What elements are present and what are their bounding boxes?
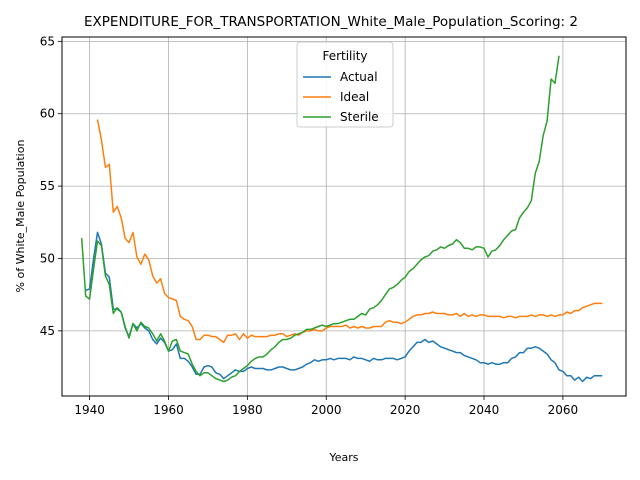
- legend-box: [296, 41, 394, 128]
- chart-title: EXPENDITURE_FOR_TRANSPORTATION_White_Mal…: [84, 14, 578, 30]
- x-axis-ticks: 1940 1960 1980 2000 2020 2040 2060: [74, 396, 578, 417]
- series-line-ideal: [96, 119, 603, 344]
- y-tick-label: 50: [40, 251, 55, 265]
- legend-label-sterile: Sterile: [340, 110, 379, 124]
- x-tick-label: 2000: [311, 403, 342, 417]
- y-tick-label: 45: [40, 324, 55, 338]
- legend-label-ideal: Ideal: [340, 90, 369, 104]
- legend: Fertility Actual Ideal Sterile: [296, 41, 394, 128]
- y-tick-label: 65: [40, 34, 55, 48]
- x-axis-label: Years: [328, 451, 358, 464]
- x-tick-label: 2040: [469, 403, 500, 417]
- plot-frame: [61, 36, 627, 397]
- series-lines: [80, 55, 603, 383]
- y-axis-ticks: 45 50 55 60 65: [40, 34, 62, 338]
- y-tick-label: 60: [40, 107, 55, 121]
- x-tick-label: 1940: [74, 403, 105, 417]
- x-tick-label: 1960: [153, 403, 184, 417]
- series-line-sterile: [80, 55, 560, 383]
- x-tick-label: 2060: [548, 403, 579, 417]
- x-tick-label: 2020: [390, 403, 421, 417]
- x-tick-label: 1980: [232, 403, 263, 417]
- y-axis-label: % of White_Male Population: [14, 140, 27, 293]
- legend-label-actual: Actual: [340, 70, 378, 84]
- series-line-actual: [85, 231, 603, 383]
- y-tick-label: 55: [40, 179, 55, 193]
- legend-title: Fertility: [322, 49, 367, 63]
